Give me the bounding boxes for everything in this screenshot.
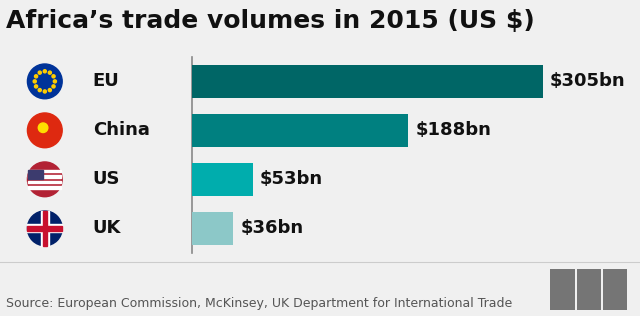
Text: Source: European Commission, McKinsey, UK Department for International Trade: Source: European Commission, McKinsey, U… (6, 297, 513, 310)
Text: Africa’s trade volumes in 2015 (US $): Africa’s trade volumes in 2015 (US $) (6, 9, 535, 33)
Text: UK: UK (93, 219, 121, 237)
Text: B: B (584, 283, 593, 296)
Bar (192, 114, 408, 147)
Text: EU: EU (93, 72, 120, 90)
Text: $305bn: $305bn (550, 72, 625, 90)
Text: $36bn: $36bn (240, 219, 303, 237)
Bar (192, 163, 253, 196)
Text: China: China (93, 121, 150, 139)
Bar (192, 212, 234, 245)
Text: $188bn: $188bn (415, 121, 491, 139)
Text: US: US (93, 170, 120, 188)
Text: B: B (558, 283, 567, 296)
Bar (192, 65, 543, 98)
Text: C: C (611, 283, 620, 296)
Text: $53bn: $53bn (260, 170, 323, 188)
